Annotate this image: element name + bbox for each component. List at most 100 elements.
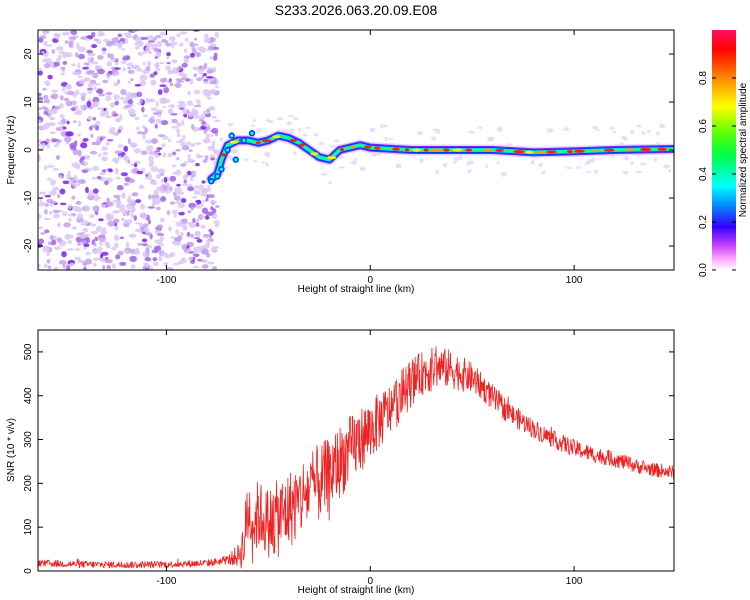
noise-blob xyxy=(646,130,651,134)
noise-blob xyxy=(39,191,47,195)
noise-blob xyxy=(132,64,139,69)
noise-blob xyxy=(99,172,106,176)
noise-blob xyxy=(182,183,188,187)
noise-blob xyxy=(215,85,219,89)
noise-blob xyxy=(145,139,153,144)
noise-blob xyxy=(162,152,167,158)
noise-blob xyxy=(121,192,126,199)
signal-hotspot xyxy=(299,143,305,147)
signal-hotspot xyxy=(310,152,319,156)
signal-blob-core xyxy=(225,148,230,152)
noise-blob xyxy=(131,192,138,197)
noise-blob xyxy=(92,262,97,267)
noise-blob xyxy=(152,112,159,115)
noise-blob xyxy=(210,200,218,204)
noise-blob xyxy=(198,65,204,69)
noise-blob xyxy=(97,246,103,250)
noise-blob xyxy=(179,232,184,237)
noise-blob xyxy=(55,46,64,51)
noise-blob xyxy=(261,161,266,164)
noise-blob xyxy=(541,170,546,175)
noise-blob xyxy=(156,186,164,191)
noise-blob xyxy=(109,126,116,132)
noise-blob xyxy=(133,215,137,221)
noise-blob xyxy=(354,157,358,161)
noise-blob xyxy=(206,96,213,100)
noise-blob xyxy=(87,57,92,64)
noise-blob xyxy=(81,95,86,102)
noise-blob xyxy=(168,138,172,143)
noise-blob xyxy=(136,131,144,135)
noise-blob xyxy=(179,42,184,47)
noise-blob xyxy=(180,257,187,264)
signal-hotspot xyxy=(364,145,372,149)
noise-blob xyxy=(185,78,191,82)
noise-blob xyxy=(575,166,582,169)
noise-blob xyxy=(145,174,149,177)
noise-blob xyxy=(75,89,80,96)
y-tick-label: 100 xyxy=(23,518,34,535)
signal-hotspot xyxy=(392,147,400,151)
noise-blob xyxy=(60,66,66,71)
noise-blob xyxy=(175,169,182,176)
noise-blob xyxy=(148,194,152,200)
noise-blob xyxy=(181,73,188,79)
noise-blob xyxy=(43,263,48,268)
noise-blob xyxy=(39,197,43,203)
noise-blob xyxy=(63,222,71,228)
noise-blob xyxy=(384,136,388,142)
noise-blob xyxy=(91,176,97,180)
noise-blob xyxy=(46,164,55,168)
noise-blob xyxy=(66,120,70,125)
noise-blob xyxy=(293,117,299,121)
noise-blob xyxy=(171,240,178,245)
noise-blob xyxy=(145,66,151,72)
noise-blob xyxy=(106,139,114,142)
noise-blob xyxy=(159,31,167,36)
noise-blob xyxy=(136,170,144,175)
noise-blob xyxy=(69,142,77,148)
noise-blob xyxy=(205,197,209,202)
noise-blob xyxy=(125,92,133,99)
noise-blob xyxy=(159,235,164,242)
noise-blob xyxy=(160,217,165,223)
noise-blob xyxy=(38,96,44,101)
noise-blob xyxy=(38,213,42,220)
y-tick-label: 0 xyxy=(23,568,34,574)
noise-blob xyxy=(176,133,181,138)
noise-blob xyxy=(434,169,440,175)
noise-blob xyxy=(42,87,47,91)
noise-blob xyxy=(395,163,402,169)
noise-blob xyxy=(171,44,175,49)
noise-blob xyxy=(98,93,106,97)
noise-blob xyxy=(155,51,162,58)
noise-blob xyxy=(134,163,138,168)
noise-blob xyxy=(265,162,269,167)
noise-blob xyxy=(329,144,336,148)
noise-blob xyxy=(56,139,62,143)
noise-blob xyxy=(104,180,109,186)
noise-blob xyxy=(114,167,119,175)
noise-blob xyxy=(136,126,140,131)
noise-blob xyxy=(157,242,164,247)
noise-blob xyxy=(80,105,85,109)
noise-blob xyxy=(156,224,163,229)
noise-blob xyxy=(154,153,160,159)
noise-blob xyxy=(153,71,158,76)
noise-blob xyxy=(149,98,155,103)
noise-blob xyxy=(77,62,81,69)
noise-blob xyxy=(138,222,144,227)
noise-blob xyxy=(44,217,51,221)
noise-blob xyxy=(184,37,189,42)
noise-blob xyxy=(72,71,80,76)
signal-hotspot xyxy=(290,138,298,142)
noise-blob xyxy=(90,230,99,235)
noise-blob xyxy=(187,90,191,96)
noise-blob xyxy=(85,252,91,256)
noise-blob xyxy=(182,174,188,181)
noise-blob xyxy=(98,218,104,222)
noise-blob xyxy=(78,46,86,53)
noise-blob xyxy=(105,142,111,146)
noise-blob xyxy=(186,231,191,237)
